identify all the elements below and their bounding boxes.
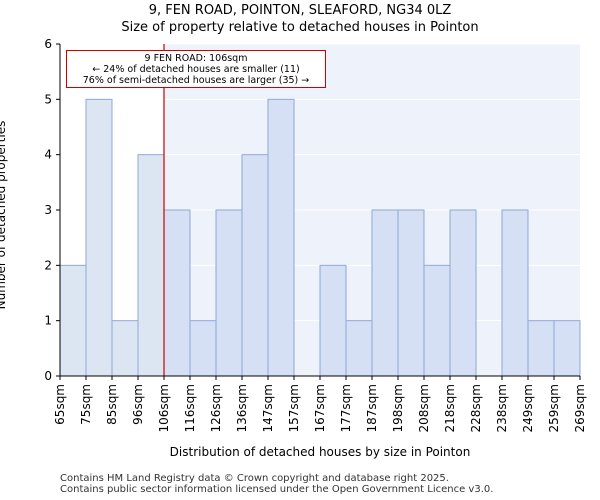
x-tick-label: 238sqm [495,384,509,432]
annotation-line2: ← 24% of detached houses are smaller (11… [92,64,300,75]
x-tick-label: 136sqm [235,384,249,432]
x-tick-label: 177sqm [339,384,353,432]
x-tick-label: 65sqm [53,384,67,425]
annotation-line1: 9 FEN ROAD: 106sqm [144,53,248,64]
y-axis-label: Number of detached properties [0,120,8,310]
x-tick-label: 259sqm [547,384,561,432]
histogram-bar [111,320,139,377]
x-tick-label: 198sqm [391,384,405,432]
x-tick-label: 187sqm [365,384,379,432]
histogram-bar [371,209,399,377]
x-axis-label: Distribution of detached houses by size … [169,445,471,459]
footer-copyright: Contains HM Land Registry data © Crown c… [60,473,449,484]
histogram-bar [319,264,347,377]
histogram-bar [345,320,373,377]
x-tick-label: 269sqm [573,384,587,432]
histogram-bar [241,154,269,377]
x-tick-label: 96sqm [131,384,145,425]
y-tick-label: 0 [44,369,52,383]
y-tick-label: 2 [44,258,52,272]
x-tick-label: 218sqm [443,384,457,432]
x-tick-label: 208sqm [417,384,431,432]
histogram-bar [163,209,191,377]
x-tick-label: 228sqm [469,384,483,432]
histogram-bar [501,209,529,377]
x-tick-label: 85sqm [105,384,119,425]
histogram-bar [85,98,113,377]
y-tick-label: 6 [44,37,52,51]
y-tick-label: 1 [44,314,52,328]
histogram-bar [59,264,87,377]
histogram-bar [553,320,581,377]
x-tick-label: 249sqm [521,384,535,432]
annotation-line3: 76% of semi-detached houses are larger (… [82,75,310,86]
x-tick-label: 147sqm [261,384,275,432]
chart-title-line2: Size of property relative to detached ho… [121,20,479,35]
y-tick-label: 4 [44,148,52,162]
y-axis-label-wrap: Number of detached properties [0,121,17,310]
x-tick-label: 167sqm [313,384,327,432]
x-tick-label: 126sqm [209,384,223,432]
histogram-bar [397,209,425,377]
histogram-bar [423,264,451,377]
histogram-bar [137,154,165,377]
histogram-bar [189,320,217,377]
property-annotation-box: 9 FEN ROAD: 106sqm ← 24% of detached hou… [66,50,326,88]
histogram-bar [267,98,295,377]
histogram-bar [527,320,555,377]
x-tick-label: 106sqm [157,384,171,432]
x-tick-label: 116sqm [183,384,197,432]
y-tick-label: 3 [44,203,52,217]
x-tick-label: 75sqm [79,384,93,425]
histogram-bar [215,209,243,377]
x-tick-label: 157sqm [287,384,301,432]
histogram-bar [449,209,477,377]
y-tick-label: 5 [44,92,52,106]
chart-title-line1: 9, FEN ROAD, POINTON, SLEAFORD, NG34 0LZ [148,3,452,18]
footer-licence: Contains public sector information licen… [60,484,494,495]
